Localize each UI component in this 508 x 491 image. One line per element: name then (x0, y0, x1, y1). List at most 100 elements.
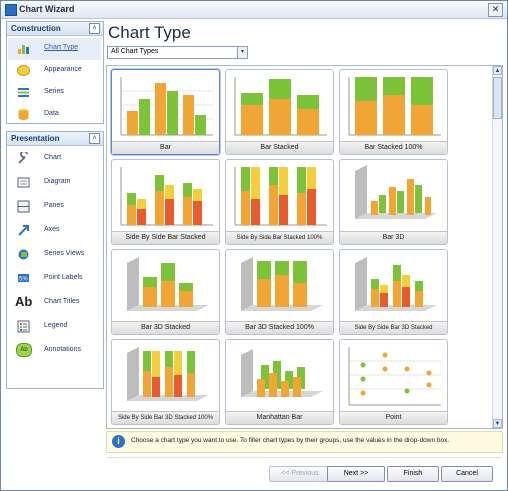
sidebar-item-chart[interactable]: Chart (8, 148, 101, 170)
next-button[interactable]: Next >> (327, 466, 385, 482)
bar-3d-stacked-thumbnail (127, 257, 209, 311)
chart-type-label: Manhattan Bar (226, 411, 333, 424)
chart-type-card-manhattan-bar[interactable]: Manhattan Bar (225, 339, 334, 425)
chart-type-label: Bar 3D Stacked 100% (226, 321, 333, 334)
chart-type-card-bar-3d[interactable]: Bar 3D (339, 159, 448, 245)
construction-title: Construction (11, 24, 61, 33)
bar-chart-thumbnail (120, 77, 213, 136)
sidebar-item-label: Chart Titles (44, 298, 80, 305)
hint-bar: i Choose a chart type you want to use. T… (106, 431, 503, 453)
sidebar-item-label: Series (44, 88, 64, 95)
window-title: Chart Wizard (19, 4, 75, 14)
finish-button[interactable]: Finish (387, 466, 439, 482)
chart-type-card-point[interactable]: Point (339, 339, 448, 425)
annotations-icon: Ab (16, 343, 32, 357)
sidebar: Construction ˄ Chart Type Appearance Ser… (6, 21, 104, 473)
presentation-panel: Presentation ˄ Chart Diagram Panes Axes (6, 131, 104, 389)
sidebar-item-label: Point Labels (44, 274, 83, 281)
sidebar-item-axes[interactable]: Axes (8, 220, 101, 242)
sidebar-item-appearance[interactable]: Appearance (8, 60, 101, 82)
sidebar-item-chart-titles[interactable]: Ab Chart Titles (8, 292, 101, 314)
chart-type-icon (18, 45, 29, 54)
chart-type-filter-value: All Chart Types (111, 48, 159, 55)
chart-type-card-bar-3d-stacked[interactable]: Bar 3D Stacked (111, 249, 220, 335)
wrench-icon (18, 152, 28, 164)
sidebar-item-series-views[interactable]: Series Views (8, 244, 101, 266)
close-button[interactable]: ✕ (488, 3, 503, 17)
manhattan-bar-thumbnail (241, 349, 323, 397)
sidebar-item-label: Chart (44, 154, 62, 161)
scroll-up-button[interactable]: ▲ (493, 66, 502, 75)
sidebar-item-label: Legend (44, 322, 68, 329)
chart-type-card-side-by-side-bar-stacked[interactable]: Side By Side Bar Stacked (111, 159, 220, 245)
chart-titles-icon: Ab (15, 294, 33, 309)
sidebar-item-label: Annotations (44, 346, 81, 353)
bar-stacked-thumbnail (234, 77, 327, 136)
title-bar: Chart Wizard ✕ (1, 1, 507, 19)
chart-type-label: Bar 3D (340, 231, 447, 244)
sidebar-item-chart-type[interactable]: Chart Type (8, 38, 101, 60)
presentation-title: Presentation (11, 134, 60, 143)
data-icon (18, 109, 29, 120)
sidebar-item-legend[interactable]: Legend (8, 316, 101, 338)
appearance-icon (17, 65, 30, 76)
panes-icon (17, 200, 30, 213)
sidebar-item-annotations[interactable]: Ab Annotations (8, 340, 101, 362)
cancel-button[interactable]: Cancel (441, 466, 493, 482)
chart-type-label: Point (340, 411, 447, 424)
sidebar-item-label: Chart Type (44, 44, 79, 51)
bar-stacked-100-thumbnail (348, 77, 441, 136)
side-by-side-bar-3d-stacked-thumbnail (355, 257, 437, 311)
sidebar-item-label: Data (44, 110, 59, 117)
sidebar-item-point-labels[interactable]: 5% Point Labels (8, 268, 101, 290)
sidebar-item-panes[interactable]: Panes (8, 196, 101, 218)
sidebar-item-label: Axes (44, 226, 60, 233)
chart-type-card-bar-stacked-100[interactable]: Bar Stacked 100% (339, 69, 448, 155)
chevron-down-icon[interactable]: ▾ (237, 47, 247, 58)
sidebar-item-series[interactable]: Series (8, 82, 101, 104)
diagram-icon (17, 177, 30, 188)
presentation-collapse-button[interactable]: ˄ (89, 133, 100, 144)
app-icon (5, 4, 17, 16)
chart-type-gallery: Bar Bar Stacked Bar Stacked 100% (106, 65, 503, 429)
gallery-scrollbar[interactable]: ▲ ▼ (492, 66, 502, 428)
chart-type-label: Side By Side Bar Stacked 100% (226, 231, 333, 244)
side-by-side-bar-stacked-100-thumbnail (234, 167, 327, 226)
bar-3d-thumbnail (355, 165, 437, 219)
chart-type-card-bar-3d-stacked-100[interactable]: Bar 3D Stacked 100% (225, 249, 334, 335)
side-by-side-bar-stacked-thumbnail (120, 167, 213, 226)
chart-type-label: Side By Side Bar 3D Stacked 100% (112, 411, 219, 424)
sidebar-item-label: Appearance (44, 66, 82, 73)
scroll-down-button[interactable]: ▼ (493, 419, 502, 428)
chart-type-label: Side By Side Bar Stacked (112, 231, 219, 244)
construction-header: Construction ˄ (7, 22, 103, 36)
page-title: Chart Type (108, 23, 191, 42)
series-views-icon (18, 249, 29, 260)
construction-collapse-button[interactable]: ˄ (89, 23, 100, 34)
chart-type-card-side-by-side-bar-3d-stacked-100[interactable]: Side By Side Bar 3D Stacked 100% (111, 339, 220, 425)
chart-type-card-side-by-side-bar-3d-stacked[interactable]: Side By Side Bar 3D Stacked (339, 249, 448, 335)
sidebar-item-diagram[interactable]: Diagram (8, 172, 101, 194)
chart-type-label: Bar Stacked (226, 141, 333, 154)
chart-type-card-bar[interactable]: Bar (111, 69, 220, 155)
hint-text: Choose a chart type you want to use. To … (131, 437, 450, 444)
presentation-header: Presentation ˄ (7, 132, 103, 146)
legend-icon (17, 320, 30, 333)
chart-type-label: Bar 3D Stacked (112, 321, 219, 334)
chart-type-card-bar-stacked[interactable]: Bar Stacked (225, 69, 334, 155)
chart-type-label: Bar Stacked 100% (340, 141, 447, 154)
info-icon: i (112, 435, 125, 448)
previous-button[interactable]: << Previous (269, 466, 331, 482)
chart-type-filter-select[interactable]: All Chart Types ▾ (107, 46, 248, 59)
axes-icon (18, 225, 29, 236)
bar-3d-stacked-100-thumbnail (241, 257, 323, 311)
sidebar-item-label: Panes (44, 202, 64, 209)
construction-panel: Construction ˄ Chart Type Appearance Ser… (6, 21, 104, 124)
sidebar-item-data[interactable]: Data (8, 104, 101, 126)
point-thumbnail (348, 347, 441, 406)
footer-divider (107, 457, 501, 458)
scroll-thumb[interactable] (493, 77, 502, 119)
chart-type-label: Bar (112, 141, 219, 154)
chart-type-card-side-by-side-bar-stacked-100[interactable]: Side By Side Bar Stacked 100% (225, 159, 334, 245)
